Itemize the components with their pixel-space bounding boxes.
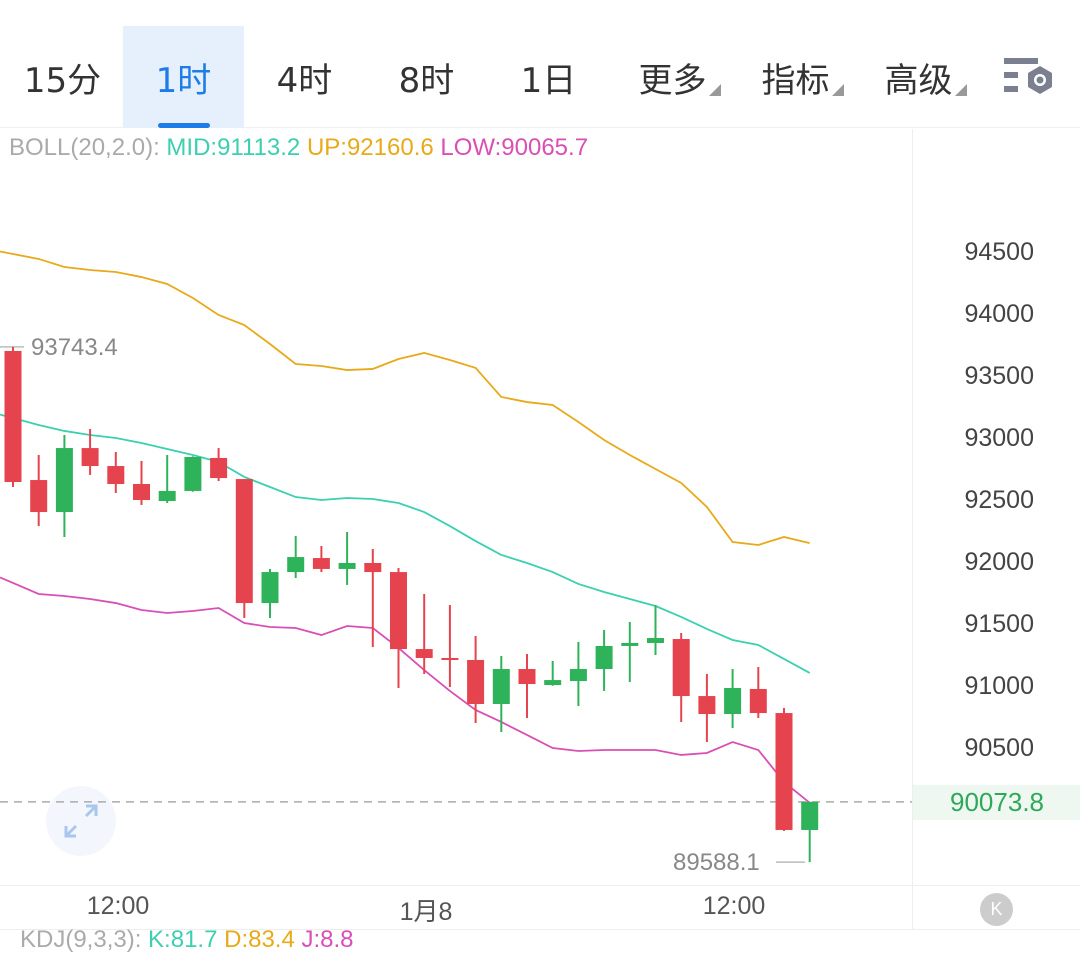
boll-name: BOLL(20,2.0):	[9, 134, 160, 161]
candle-body	[312, 558, 330, 569]
x-tick: 12:00	[702, 892, 766, 920]
candle-body	[364, 563, 382, 573]
candle-body	[467, 659, 485, 704]
tab-6[interactable]: 指标	[735, 26, 856, 128]
dropdown-triangle-icon	[832, 84, 844, 96]
candle-body	[287, 557, 305, 573]
boll-mid: MID:91113.2	[166, 134, 301, 161]
kdj-name: KDJ(9,3,3):	[20, 926, 142, 953]
candle-body	[647, 638, 664, 643]
tab-2[interactable]: 4时	[244, 26, 365, 128]
y-tick: 94000	[964, 300, 1034, 328]
kdj-j: J:8.8	[301, 926, 354, 953]
kdj-legend: KDJ(9,3,3): K:81.7 D:83.4 J:8.8	[20, 926, 354, 954]
candle-body	[55, 448, 73, 513]
candlestick-chart[interactable]	[0, 0, 912, 885]
tab-label: 1日	[520, 60, 577, 101]
scroll-to-latest-button[interactable]: K	[980, 893, 1013, 926]
last-price-tag: 90073.8	[913, 785, 1080, 820]
tab-7[interactable]: 高级	[858, 26, 979, 128]
tab-label: 15分	[23, 60, 102, 101]
candle-body	[569, 669, 587, 682]
low-price-label: 89588.1	[673, 849, 760, 876]
candle-body	[81, 448, 99, 467]
tab-label: 1时	[155, 60, 212, 101]
candle-body	[390, 572, 407, 650]
x-tick: 12:00	[86, 892, 150, 920]
candle-body	[724, 687, 742, 715]
y-tick: 90500	[964, 734, 1034, 762]
high-price-label: 93743.4	[31, 334, 118, 361]
candle-body	[621, 642, 639, 646]
candle-body	[749, 688, 767, 714]
kdj-d: D:83.4	[224, 926, 295, 953]
time-axis-bottom-border	[0, 929, 1080, 930]
tab-label: 4时	[276, 60, 333, 101]
x-tick: 1月8	[399, 898, 453, 926]
axis-divider	[912, 129, 913, 929]
candle-body	[492, 669, 510, 704]
candle-body	[544, 680, 562, 686]
boll-mid-line	[0, 413, 811, 674]
time-axis-top-border	[0, 885, 1080, 886]
boll-legend: BOLL(20,2.0): MID:91113.2 UP:92160.6 LOW…	[9, 134, 588, 162]
candle-body	[235, 479, 253, 604]
candle-body	[261, 572, 279, 604]
candle-body	[518, 669, 536, 685]
tab-4[interactable]: 1日	[488, 26, 609, 128]
expand-icon	[64, 804, 98, 838]
dropdown-triangle-icon	[955, 84, 967, 96]
boll-low: LOW:90065.7	[440, 134, 589, 161]
timeframe-tabs: 15分 1时 4时 8时 1日 更多 指标 高级	[0, 0, 1080, 128]
candle-body	[133, 484, 150, 501]
tab-5[interactable]: 更多	[612, 26, 733, 128]
boll-up: UP:92160.6	[306, 134, 434, 161]
y-tick: 92000	[964, 548, 1034, 576]
boll-up-line	[0, 250, 810, 546]
tab-label: 指标	[761, 60, 830, 101]
y-tick: 92500	[964, 486, 1034, 514]
candle-body	[158, 490, 176, 502]
candle-body	[184, 456, 202, 491]
tab-label: 高级	[884, 60, 953, 101]
tab-3[interactable]: 8时	[366, 26, 487, 128]
candle-body	[441, 657, 459, 660]
candle-body	[210, 457, 228, 479]
candle-body	[107, 466, 125, 485]
candle-body	[415, 649, 433, 658]
dropdown-triangle-icon	[709, 84, 721, 96]
y-tick: 93500	[964, 362, 1034, 390]
tab-0[interactable]: 15分	[2, 26, 123, 128]
y-tick: 91000	[964, 672, 1034, 700]
candle-body	[338, 563, 356, 569]
candle-body	[698, 696, 716, 715]
tab-label: 更多	[638, 60, 707, 101]
y-tick: 94500	[964, 238, 1034, 266]
expand-button[interactable]	[46, 786, 116, 856]
y-tick: 93000	[964, 424, 1034, 452]
chart-settings-icon[interactable]	[1004, 56, 1056, 100]
candle-body	[595, 645, 613, 670]
tab-label: 8时	[398, 60, 455, 101]
candle-body	[801, 801, 819, 830]
y-tick: 91500	[964, 610, 1034, 638]
candle-body	[4, 350, 22, 483]
tab-1[interactable]: 1时	[123, 26, 244, 128]
candle-body	[30, 480, 48, 513]
candle-body	[775, 713, 793, 830]
candle-body	[672, 639, 690, 697]
kdj-k: K:81.7	[148, 926, 218, 953]
